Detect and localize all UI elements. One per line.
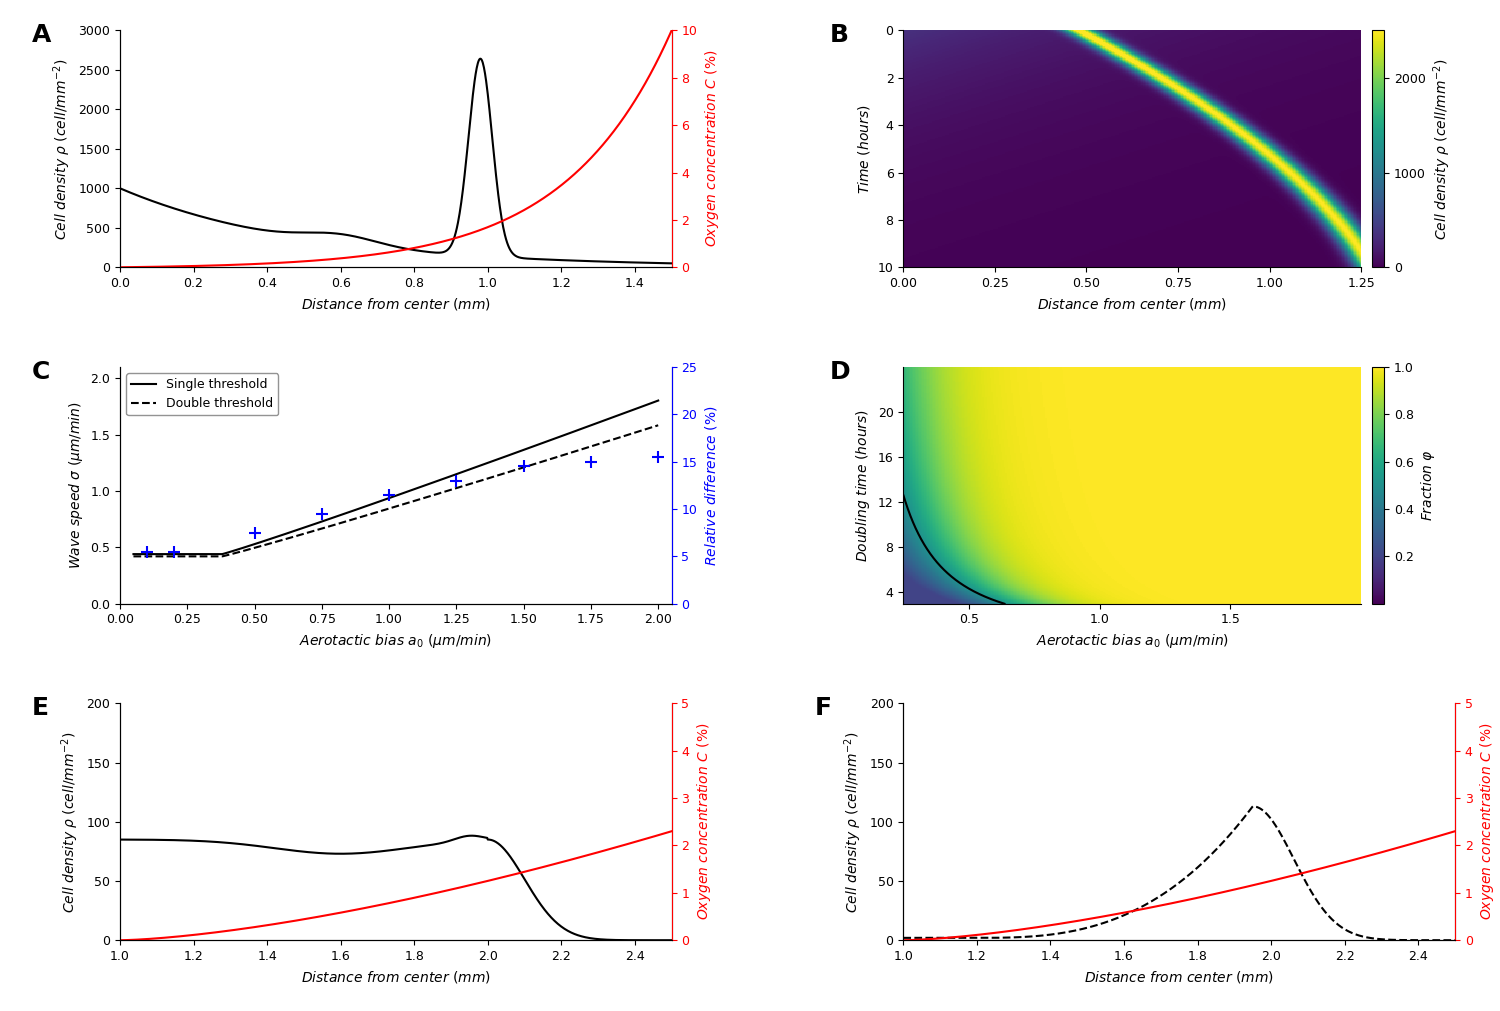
Legend: Single threshold, Double threshold: Single threshold, Double threshold [126,373,279,416]
Y-axis label: $\it{Oxygen\ concentration}$ $\it{C}$ $\it{(\%)}$: $\it{Oxygen\ concentration}$ $\it{C}$ $\… [1479,723,1497,920]
Single threshold [124,548,142,560]
Text: F: F [815,697,833,720]
Y-axis label: $\it{Doubling\ time\ (hours)}$: $\it{Doubling\ time\ (hours)}$ [853,408,871,562]
Text: A: A [32,23,51,48]
Line: Single threshold: Single threshold [134,400,658,554]
Single threshold [650,394,668,406]
Double threshold [555,449,573,461]
X-axis label: $\it{Distance\ from\ center\ (mm)}$: $\it{Distance\ from\ center\ (mm)}$ [1084,969,1274,985]
Single threshold [408,482,426,494]
Double threshold [124,550,142,562]
Y-axis label: $\it{Time\ (hours)}$: $\it{Time\ (hours)}$ [856,104,871,193]
Single threshold [374,494,392,507]
Double threshold [650,420,668,432]
Double threshold [374,504,392,517]
Y-axis label: $\it{Cell\ density}$ $\it{\rho}$ $\it{(cell/mm^{-2})}$: $\it{Cell\ density}$ $\it{\rho}$ $\it{(c… [843,731,864,913]
Double threshold [636,424,654,436]
Double threshold [376,503,394,516]
Single threshold [555,430,573,442]
X-axis label: $\it{Distance\ from\ center\ (mm)}$: $\it{Distance\ from\ center\ (mm)}$ [302,295,490,311]
Double threshold [436,485,454,497]
Line: Double threshold: Double threshold [134,426,658,556]
Y-axis label: $\it{Oxygen\ concentration}$ $\it{C}$ $\it{(\%)}$: $\it{Oxygen\ concentration}$ $\it{C}$ $\… [694,723,712,920]
X-axis label: $\it{Distance\ from\ center\ (mm)}$: $\it{Distance\ from\ center\ (mm)}$ [1038,295,1227,311]
X-axis label: $\it{Aerotactic\ bias}$ $\it{a_0}$ $\it{(\mu m/min)}$: $\it{Aerotactic\ bias}$ $\it{a_0}$ $\it{… [300,632,492,650]
Double threshold [408,494,426,507]
X-axis label: $\it{Distance\ from\ center\ (mm)}$: $\it{Distance\ from\ center\ (mm)}$ [302,969,490,985]
Y-axis label: $\it{Relative\ difference\ (\%)}$: $\it{Relative\ difference\ (\%)}$ [704,405,718,565]
Text: D: D [830,360,850,384]
Text: B: B [830,23,849,48]
Y-axis label: $\it{Wave\ speed}$ $\it{\sigma}$ $\it{(\mu m/min)}$: $\it{Wave\ speed}$ $\it{\sigma}$ $\it{(\… [66,401,84,569]
Y-axis label: $\it{Cell\ density}$ $\it{\rho}$ $\it{(cell/mm^{-2})}$: $\it{Cell\ density}$ $\it{\rho}$ $\it{(c… [1431,58,1454,240]
Y-axis label: $\it{Fraction}$ $\it{\varphi}$: $\it{Fraction}$ $\it{\varphi}$ [1419,449,1437,522]
Single threshold [636,399,654,411]
Single threshold [376,493,394,506]
Y-axis label: $\it{Cell\ density}$ $\it{\rho}$ $\it{(cell/mm^{-2})}$: $\it{Cell\ density}$ $\it{\rho}$ $\it{(c… [58,731,81,913]
Text: E: E [32,697,48,720]
Text: C: C [32,360,50,384]
Single threshold [436,472,454,484]
X-axis label: $\it{Aerotactic\ bias}$ $\it{a_0}$ $\it{(\mu m/min)}$: $\it{Aerotactic\ bias}$ $\it{a_0}$ $\it{… [1036,632,1228,650]
Y-axis label: $\it{Oxygen\ concentration}$ $\it{C}$ $\it{(\%)}$: $\it{Oxygen\ concentration}$ $\it{C}$ $\… [704,51,722,248]
Y-axis label: $\it{Cell\ density}$ $\it{\rho}$ $\it{(cell/mm^{-2})}$: $\it{Cell\ density}$ $\it{\rho}$ $\it{(c… [51,58,74,240]
